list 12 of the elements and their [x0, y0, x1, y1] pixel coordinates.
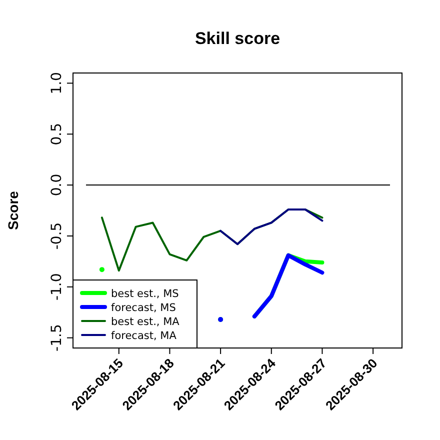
y-tick-label: 0.0: [49, 174, 65, 196]
y-axis-title: Score: [5, 190, 21, 230]
y-tick-label: -0.5: [49, 222, 65, 250]
y-tick-label: -1.0: [49, 273, 65, 301]
legend-label: forecast, MS: [111, 302, 176, 314]
y-tick-label: 0.5: [49, 122, 65, 146]
legend-label: best est., MA: [111, 316, 180, 328]
chart-title: Skill score: [194, 29, 280, 48]
y-tick-label: 1.0: [49, 72, 65, 94]
legend-label: forecast, MA: [111, 330, 178, 342]
legend-label: best est., MS: [111, 288, 180, 300]
y-tick-label: -1.5: [49, 324, 65, 352]
